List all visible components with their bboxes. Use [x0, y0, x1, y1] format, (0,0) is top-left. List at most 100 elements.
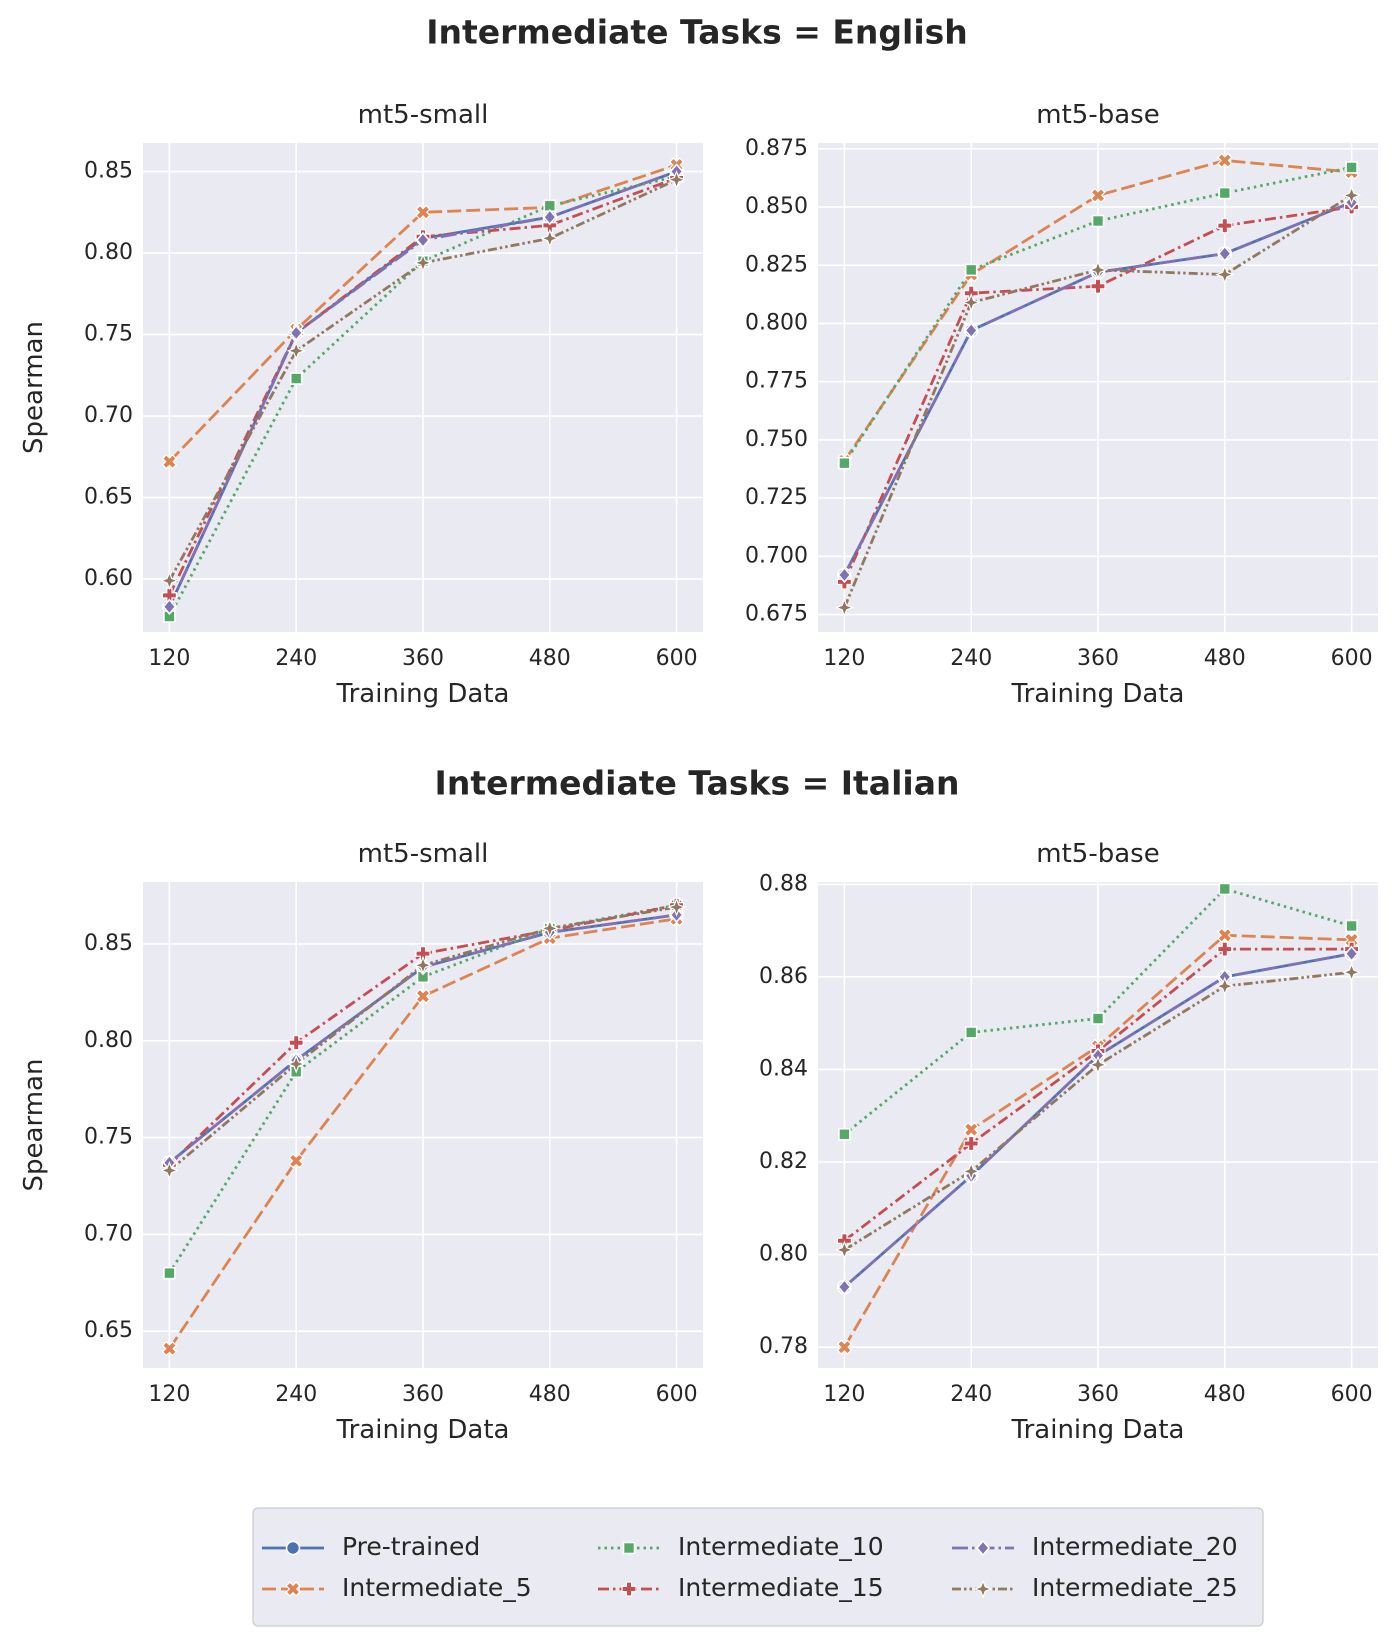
marker-Intermediate_5 [836, 1339, 853, 1355]
marker-Intermediate_10 [838, 456, 851, 470]
marker-Intermediate_10 [1218, 186, 1232, 200]
x-tick-label: 600 [1331, 646, 1373, 671]
marker-Intermediate_10 [1345, 919, 1358, 933]
marker-Intermediate_25 [1215, 264, 1235, 285]
marker-Intermediate_10 [1345, 161, 1358, 174]
x-tick-label: 480 [1204, 646, 1246, 671]
marker-Intermediate_10 [1091, 1012, 1105, 1025]
marker-Intermediate_20 [289, 324, 304, 342]
series-line-Intermediate_10 [843, 887, 1352, 1136]
marker-Intermediate_5 [161, 1341, 178, 1357]
marker-Intermediate_20 [837, 566, 852, 584]
marker-Intermediate_5 [415, 204, 431, 220]
y-tick-label: 0.825 [745, 252, 808, 277]
marker-Intermediate_25 [666, 170, 687, 190]
legend-marker-Intermediate_15 [621, 1581, 637, 1597]
series-line-Intermediate_20 [843, 201, 1353, 576]
x-tick-label: 120 [148, 646, 190, 671]
x-tick-label: 240 [950, 646, 992, 671]
x-axis-label: Training Data [1011, 679, 1185, 709]
marker-Intermediate_25 [540, 918, 560, 939]
y-tick-label: 0.85 [84, 931, 133, 956]
marker-Intermediate_10 [964, 263, 978, 277]
x-axis-label: Training Data [1011, 1415, 1185, 1445]
marker-Intermediate_20 [837, 1278, 852, 1296]
y-tick-label: 0.725 [745, 485, 808, 510]
x-tick-label: 600 [1331, 1382, 1373, 1407]
y-tick-label: 0.65 [84, 485, 133, 510]
series-line-Intermediate_10 [843, 166, 1352, 464]
x-tick-label: 600 [656, 1382, 698, 1407]
y-tick-label: 0.800 [745, 310, 808, 335]
x-tick-label: 600 [656, 646, 698, 671]
y-tick-label: 0.70 [84, 1221, 133, 1246]
legend: Pre-trained Intermediate_5 Intermediate_10… [252, 1507, 1264, 1627]
marker-Intermediate_10 [1091, 214, 1105, 228]
y-tick-label: 0.750 [745, 427, 808, 452]
marker-Intermediate_20 [1344, 945, 1359, 962]
marker-Intermediate_25 [1088, 260, 1108, 280]
y-tick-label: 0.775 [745, 369, 808, 394]
legend-label: Intermediate_15 [678, 1573, 884, 1602]
marker-Intermediate_15 [288, 1035, 304, 1051]
y-tick-label: 0.850 [745, 194, 808, 219]
panel-italian-mt5-base: 120 240 360 480 600 0.78 0.80 0.82 0.84 0.86 0.88 m… [759, 839, 1378, 1445]
x-tick-label: 360 [402, 646, 444, 671]
y-tick-label: 0.80 [84, 240, 133, 265]
x-tick-label: 120 [823, 1382, 865, 1407]
x-axis-label: Training Data [336, 679, 510, 709]
marker-Intermediate_25 [1088, 1055, 1108, 1075]
marker-Intermediate_5 [1090, 187, 1106, 204]
y-tick-label: 0.65 [84, 1318, 133, 1343]
legend-label: Pre-trained [342, 1532, 480, 1561]
marker-Intermediate_25 [961, 292, 981, 313]
marker-Intermediate_15 [1217, 941, 1233, 957]
x-tick-label: 480 [1204, 1382, 1246, 1407]
marker-Intermediate_10 [289, 372, 303, 385]
y-axis-label: Spearman [19, 1059, 49, 1192]
y-tick-label: 0.875 [745, 136, 808, 161]
y-tick-label: 0.84 [759, 1056, 808, 1081]
marker-Intermediate_20 [415, 231, 431, 249]
legend-label: Intermediate_5 [342, 1573, 532, 1602]
marker-Intermediate_10 [838, 1127, 851, 1141]
marker-Intermediate_10 [1218, 882, 1232, 896]
marker-Intermediate_25 [159, 1160, 180, 1181]
marker-Intermediate_5 [415, 988, 431, 1004]
marker-Intermediate_5 [161, 454, 178, 470]
series-line-Intermediate_20 [843, 952, 1352, 1289]
x-tick-label: 240 [275, 1382, 317, 1407]
marker-Intermediate_25 [1341, 962, 1362, 982]
marker-Intermediate_25 [413, 955, 433, 975]
x-axis-label: Training Data [336, 1415, 510, 1445]
marker-Intermediate_25 [1341, 185, 1362, 206]
x-tick-label: 360 [1077, 646, 1119, 671]
x-tick-label: 120 [823, 646, 865, 671]
legend-marker-Intermediate_5 [285, 1581, 301, 1597]
series-line-Intermediate_25 [843, 970, 1352, 1252]
x-tick-label: 240 [275, 646, 317, 671]
legend-marker-Intermediate_20 [975, 1539, 991, 1557]
y-tick-label: 0.88 [759, 871, 808, 896]
panel-english-mt5-small: 120 240 360 480 600 0.60 0.65 0.70 0.75 0.80 0.85 m… [19, 100, 703, 709]
y-tick-label: 0.85 [84, 159, 133, 184]
legend-label: Intermediate_20 [1032, 1532, 1238, 1561]
y-tick-label: 0.60 [84, 566, 133, 591]
marker-Intermediate_15 [1217, 218, 1233, 234]
legend-marker-Intermediate_10 [622, 1541, 636, 1555]
marker-Intermediate_5 [1217, 152, 1233, 169]
panel-title: mt5-small [358, 100, 489, 130]
group-title: Intermediate Tasks = Italian [435, 764, 960, 803]
marker-Intermediate_25 [540, 228, 560, 248]
panel-italian-mt5-small: 120 240 360 480 600 0.65 0.70 0.75 0.80 0.85 mt5-s… [19, 839, 703, 1445]
legend-marker-Pre-trained [285, 1540, 301, 1556]
marker-Intermediate_20 [162, 598, 177, 615]
marker-Intermediate_20 [542, 208, 557, 226]
marker-Intermediate_25 [961, 1161, 981, 1181]
y-tick-label: 0.80 [759, 1242, 808, 1267]
y-tick-label: 0.80 [84, 1028, 133, 1053]
x-tick-label: 480 [529, 646, 571, 671]
marker-Intermediate_25 [1215, 976, 1235, 996]
marker-Intermediate_25 [834, 597, 855, 618]
